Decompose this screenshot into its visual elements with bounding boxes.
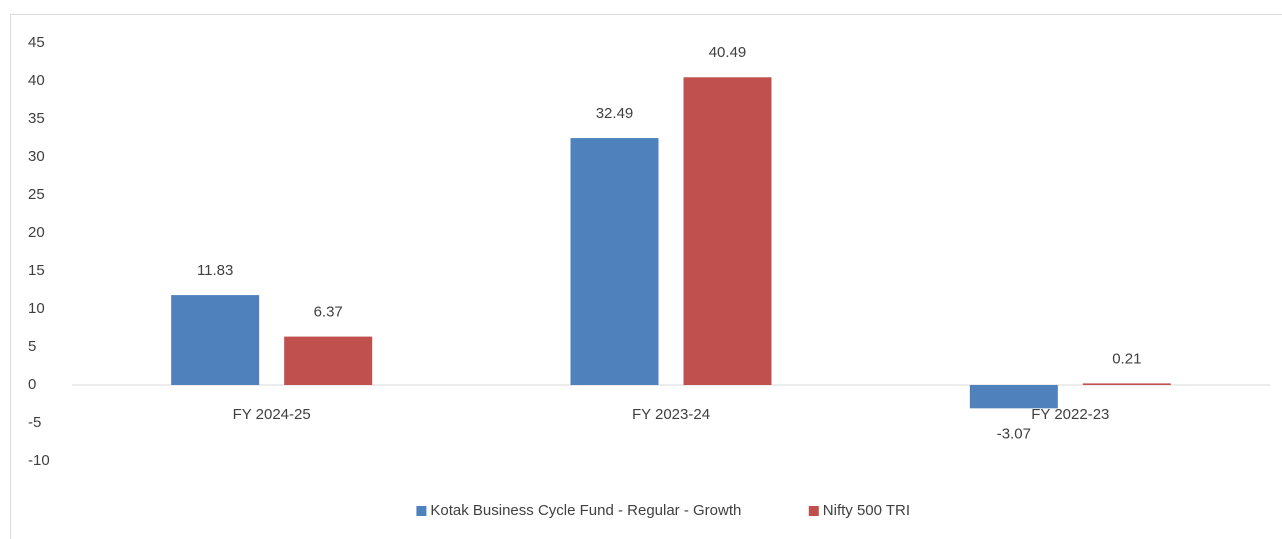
y-tick-label: -5 [28, 414, 41, 431]
legend-label: Kotak Business Cycle Fund - Regular - Gr… [430, 502, 741, 519]
y-tick-label: 25 [28, 186, 45, 203]
bar [683, 77, 772, 385]
y-tick-label: 15 [28, 262, 45, 279]
data-label: 11.83 [197, 262, 233, 279]
legend-swatch [416, 506, 427, 516]
y-tick-label: 20 [28, 224, 45, 241]
bar [969, 385, 1058, 409]
y-tick-label: 45 [28, 34, 45, 51]
y-tick-label: 10 [28, 300, 45, 317]
chart-border [10, 14, 1282, 539]
y-tick-label: 0 [28, 376, 36, 393]
y-tick-label: 40 [28, 72, 45, 89]
y-tick-label: 35 [28, 110, 45, 127]
bar [570, 138, 659, 385]
data-label: 0.21 [1112, 350, 1141, 367]
data-label: 32.49 [596, 105, 634, 122]
x-tick-label: FY 2024-25 [233, 406, 311, 423]
legend-swatch [808, 506, 819, 516]
bar [1082, 383, 1171, 385]
legend-label: Nifty 500 TRI [823, 502, 910, 519]
x-tick-label: FY 2023-24 [632, 406, 710, 423]
y-tick-label: 30 [28, 148, 45, 165]
x-tick-label: FY 2022-23 [1031, 406, 1109, 423]
data-label: -3.07 [997, 425, 1031, 442]
bar [284, 336, 373, 385]
bar [171, 295, 260, 385]
y-tick-label: -10 [28, 452, 50, 469]
data-label: 40.49 [709, 44, 747, 61]
y-tick-label: 5 [28, 338, 36, 355]
data-label: 6.37 [314, 304, 343, 321]
